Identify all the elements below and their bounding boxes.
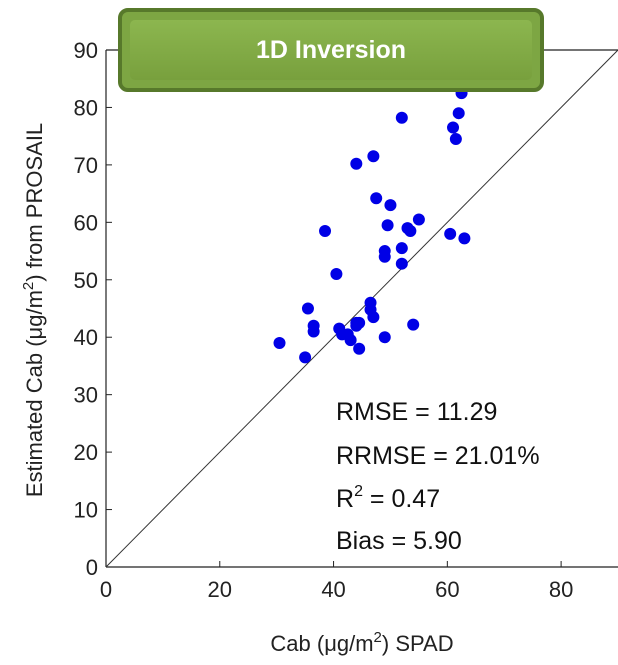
data-point	[370, 192, 383, 205]
r-squared-base: R	[336, 485, 354, 513]
stats-box: RMSE = 11.29 RRMSE = 21.01% R2 = 0.47 Bi…	[336, 398, 540, 555]
data-point	[444, 227, 457, 240]
y-tick-label: 70	[74, 153, 98, 178]
r-squared-label: R2 = 0.47	[336, 483, 440, 513]
r-squared-exponent: 2	[354, 483, 363, 500]
data-point	[301, 302, 314, 315]
data-point	[350, 157, 363, 170]
data-point	[307, 325, 320, 338]
y-tick-label: 60	[74, 210, 98, 235]
data-point	[378, 245, 391, 258]
y-tick-label: 30	[74, 383, 98, 408]
data-point	[395, 242, 408, 255]
x-tick-label: 40	[321, 577, 345, 602]
data-point	[367, 311, 380, 324]
y-tick-label: 40	[74, 325, 98, 350]
x-axis-label: Cab (μg/m2) SPAD	[270, 629, 453, 656]
x-tick-label: 0	[100, 577, 112, 602]
y-tick-label: 0	[86, 555, 98, 580]
data-point	[395, 257, 408, 270]
data-point	[458, 232, 471, 245]
data-point	[378, 331, 391, 344]
data-point	[299, 351, 312, 364]
bias-label: Bias = 5.90	[336, 527, 462, 555]
y-tick-label: 10	[74, 498, 98, 523]
tick-labels: 0 10 20 30 40 50 60 70 80 90 0 20 40 60 80	[74, 38, 574, 602]
y-tick-label: 20	[74, 440, 98, 465]
data-point	[330, 268, 343, 281]
title-banner: 1D Inversion	[118, 8, 544, 92]
data-point	[384, 199, 397, 212]
r-squared-value: = 0.47	[363, 485, 440, 513]
one-to-one-line	[105, 49, 618, 568]
data-point	[353, 342, 366, 355]
y-axis-label: Estimated Cab (μg/m2) from PROSAIL	[20, 123, 47, 497]
data-point	[367, 150, 380, 163]
data-point	[404, 224, 417, 237]
banner-title: 1D Inversion	[255, 35, 407, 64]
rmse-label: RMSE = 11.29	[336, 398, 497, 426]
data-point	[447, 121, 460, 134]
data-point	[273, 336, 286, 349]
title-banner-inner: 1D Inversion	[130, 20, 532, 80]
data-point	[319, 224, 332, 237]
data-point	[344, 334, 357, 347]
rrmse-label: RRMSE = 21.01%	[336, 442, 540, 470]
y-tick-label: 50	[74, 268, 98, 293]
x-tick-label: 60	[435, 577, 459, 602]
data-point	[407, 318, 420, 331]
y-tick-label: 90	[74, 38, 98, 63]
data-points	[273, 87, 471, 364]
data-point	[452, 107, 465, 120]
data-point	[449, 133, 462, 146]
x-tick-label: 20	[208, 577, 232, 602]
data-point	[412, 213, 425, 226]
data-point	[395, 111, 408, 124]
x-tick-label: 80	[549, 577, 573, 602]
data-point	[353, 316, 366, 329]
y-tick-label: 80	[74, 95, 98, 120]
data-point	[381, 219, 394, 232]
